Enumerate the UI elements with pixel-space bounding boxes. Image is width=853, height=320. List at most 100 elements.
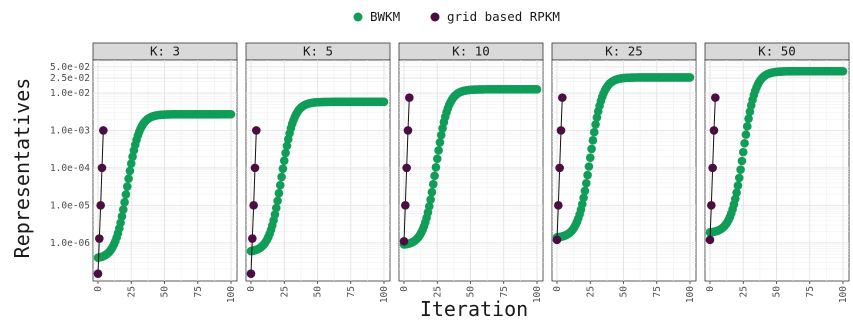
x-tick-label: 25 [279, 286, 290, 297]
rpkm-point [99, 126, 108, 135]
y-axis-title: Representatives [10, 78, 34, 259]
bwkm-point [279, 156, 289, 165]
bwkm-point [124, 174, 133, 183]
x-tick-label: 100 [226, 286, 237, 303]
x-tick-label: 50 [313, 286, 324, 298]
y-tick-label: 1.0e-06 [50, 238, 90, 249]
bwkm-point [125, 166, 135, 176]
x-tick-label: 25 [126, 286, 137, 297]
x-tick-label: 50 [466, 286, 477, 298]
rpkm-series [93, 126, 108, 278]
bwkm-point [427, 187, 437, 197]
rpkm-point [555, 163, 564, 173]
bwkm-point [282, 141, 292, 151]
x-axis-title: Iteration [420, 297, 528, 320]
bwkm-point [685, 73, 695, 82]
bwkm-point [430, 171, 439, 181]
rpkm-point [705, 235, 715, 245]
rpkm-point [399, 236, 409, 246]
bwkm-point [585, 153, 595, 162]
bwkm-point [584, 162, 594, 171]
facet-strip-label: K: 10 [452, 44, 490, 59]
bwkm-point [435, 138, 445, 147]
bwkm-point [588, 136, 598, 145]
x-tick-label: 0 [246, 286, 257, 292]
bwkm-point [274, 188, 284, 198]
legend-label-rpkm: grid based RPKM [447, 9, 560, 24]
x-tick-label: 25 [738, 286, 749, 297]
bwkm-series [399, 85, 542, 249]
bwkm-point [744, 114, 753, 123]
bwkm-point [226, 109, 236, 119]
rpkm-point [249, 201, 258, 210]
x-tick-label: 75 [499, 286, 510, 297]
facet-panels: K: 3 0 25 50 75 100 K: 50 25 50 75 100 K: 10 0 25 50 75… [92, 42, 850, 303]
bwkm-point [436, 130, 446, 140]
rpkm-point [401, 201, 410, 210]
bwkm-point [432, 154, 442, 164]
y-tick-label: 1.0e-04 [50, 163, 90, 174]
x-tick-label: 100 [685, 286, 696, 303]
bwkm-point [275, 180, 285, 190]
x-tick-label: 75 [805, 286, 816, 297]
bwkm-point [736, 165, 745, 174]
rpkm-point [250, 163, 260, 173]
facet-strip-label: K: 50 [758, 44, 796, 59]
facet-panel: K: 50 0 25 50 75 100 [704, 42, 850, 303]
bwkm-point [741, 130, 751, 139]
bwkm-series [705, 66, 848, 237]
x-tick-label: 100 [838, 286, 849, 303]
legend-label-bwkm: BWKM [370, 9, 400, 24]
rpkm-point [554, 201, 563, 210]
rpkm-point [96, 201, 105, 210]
bwkm-point [583, 170, 592, 180]
x-tick-label: 50 [160, 286, 171, 298]
legend-swatch-bwkm [353, 12, 363, 22]
x-tick-label: 100 [379, 286, 390, 303]
bwkm-point [126, 159, 136, 168]
bwkm-point [737, 156, 747, 166]
bwkm-point [428, 179, 438, 189]
bwkm-point [424, 202, 434, 211]
bwkm-point [734, 173, 744, 183]
x-tick-label: 0 [399, 286, 410, 292]
rpkm-point [405, 93, 414, 102]
bwkm-point [271, 203, 281, 213]
rpkm-point [707, 201, 716, 210]
bwkm-point [431, 163, 441, 172]
bwkm-point [118, 205, 128, 214]
y-tick-label: 5.0e-02 [50, 62, 90, 73]
rpkm-point [93, 269, 103, 278]
y-axis-tick-labels: 1.0e-06 1.0e-05 1.0e-04 1.0e-03 1.0e-02 2.5e-… [50, 62, 90, 249]
x-tick-label: 75 [346, 286, 357, 297]
bwkm-point [591, 120, 600, 129]
bwkm-point [838, 66, 848, 76]
facet-panel: K: 5 0 25 50 75 100 [245, 42, 391, 303]
rpkm-point [246, 269, 256, 278]
bwkm-point [117, 212, 127, 221]
facet-panel: K: 3 0 25 50 75 100 [92, 42, 238, 303]
x-tick-label: 25 [432, 286, 443, 297]
bwkm-point [270, 210, 280, 219]
bwkm-series [552, 73, 695, 242]
x-tick-label: 25 [585, 286, 596, 297]
bwkm-point [581, 178, 591, 188]
bwkm-point [121, 190, 131, 199]
legend: BWKM grid based RPKM [353, 9, 560, 24]
rpkm-point [552, 235, 562, 245]
bwkm-point [434, 146, 443, 155]
x-tick-label: 75 [193, 286, 204, 297]
facet-strip-label: K: 3 [150, 44, 180, 59]
bwkm-point [742, 122, 752, 131]
rpkm-point [403, 126, 413, 135]
bwkm-point [277, 172, 286, 182]
bwkm-point [740, 138, 749, 148]
bwkm-point [426, 195, 435, 204]
facet-panel: K: 25 0 25 50 75 100 [551, 42, 697, 303]
bwkm-point [589, 127, 599, 137]
x-tick-label: 0 [93, 286, 104, 292]
y-tick-label: 2.5e-02 [50, 73, 90, 84]
bwkm-point [273, 196, 282, 206]
rpkm-point [709, 126, 719, 135]
